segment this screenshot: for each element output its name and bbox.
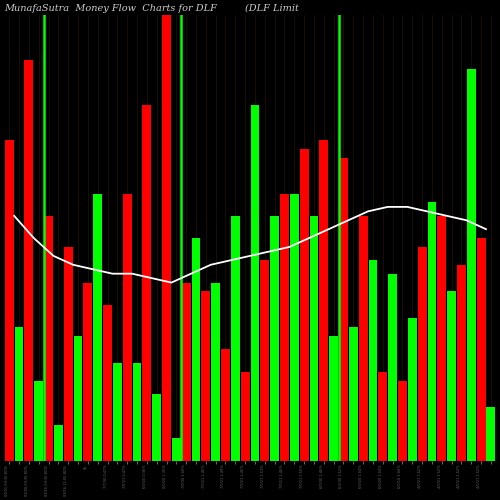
Bar [329, 336, 338, 460]
Bar [320, 140, 328, 460]
Bar [202, 292, 210, 460]
Bar [339, 158, 348, 460]
Bar [358, 216, 368, 460]
Bar [54, 425, 63, 460]
Bar [260, 260, 269, 460]
Bar [368, 260, 378, 460]
Bar [64, 247, 72, 460]
Bar [428, 202, 436, 460]
Text: MunafaSutra  Money Flow  Charts for DLF         (DLF Limit                      : MunafaSutra Money Flow Charts for DLF (D… [4, 4, 500, 14]
Bar [221, 350, 230, 461]
Bar [24, 60, 34, 460]
Bar [290, 194, 298, 460]
Bar [378, 372, 387, 460]
Bar [103, 305, 112, 460]
Bar [398, 380, 407, 460]
Bar [467, 69, 475, 460]
Bar [182, 282, 190, 461]
Bar [14, 327, 24, 460]
Bar [240, 372, 250, 460]
Bar [418, 247, 426, 460]
Bar [310, 216, 318, 460]
Bar [34, 380, 43, 460]
Bar [113, 362, 122, 460]
Bar [172, 438, 181, 460]
Bar [408, 318, 416, 460]
Bar [300, 149, 308, 460]
Bar [211, 282, 220, 461]
Bar [132, 362, 141, 460]
Bar [94, 194, 102, 460]
Bar [349, 327, 358, 460]
Bar [152, 394, 161, 460]
Bar [476, 238, 486, 460]
Bar [457, 265, 466, 460]
Bar [123, 194, 132, 460]
Bar [162, 16, 171, 460]
Bar [231, 216, 239, 460]
Bar [250, 104, 260, 461]
Bar [447, 292, 456, 460]
Bar [270, 216, 279, 460]
Bar [192, 238, 200, 460]
Bar [142, 104, 152, 461]
Bar [5, 140, 14, 460]
Bar [486, 407, 496, 461]
Bar [280, 194, 289, 460]
Bar [388, 274, 397, 460]
Bar [438, 216, 446, 460]
Bar [74, 336, 82, 460]
Bar [84, 282, 92, 461]
Bar [44, 216, 53, 460]
